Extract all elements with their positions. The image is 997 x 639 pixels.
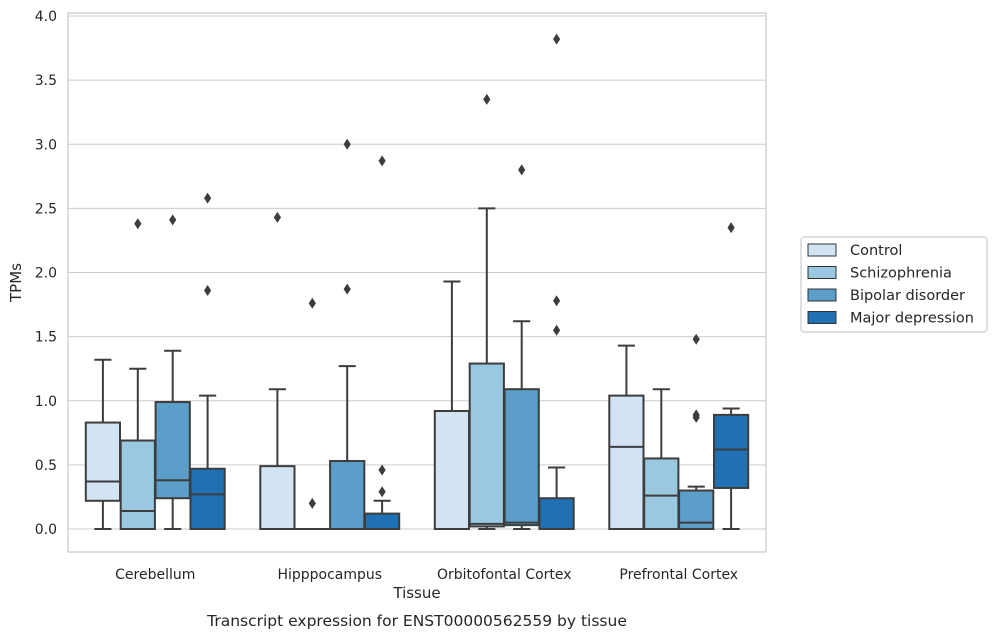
legend-frame (800, 236, 988, 333)
outlier-point (692, 409, 700, 421)
box-control (433, 280, 471, 531)
box-iqr (84, 421, 122, 502)
plot-area: 0.0 0.5 1.0 1.5 2.0 2.5 3.0 3.5 4.0 Cerebellum Hip… (35, 9, 767, 583)
outlier-point (692, 333, 700, 345)
outlier-point (343, 138, 351, 150)
outlier-point (308, 297, 316, 309)
box-major-depression (363, 155, 401, 530)
box-bipolar-disorder (503, 164, 540, 530)
box-iqr (189, 467, 226, 531)
legend-label: Control (850, 243, 902, 259)
y-tick-label: 3.5 (35, 73, 57, 89)
outlier-point (553, 324, 561, 336)
y-tick-label: 2.5 (35, 201, 57, 217)
legend-swatch (807, 288, 837, 302)
box-iqr (643, 457, 680, 530)
box-schizophrenia (643, 388, 680, 530)
box-control (608, 344, 645, 530)
box-schizophrenia (295, 297, 330, 530)
x-tick-label: Hipppocampus (277, 567, 382, 583)
outlier-point (204, 192, 212, 204)
box-control (84, 358, 122, 530)
outlier-point (378, 155, 386, 167)
box-iqr (119, 439, 156, 531)
outlier-point (378, 486, 386, 498)
y-tick-label: 3.0 (35, 137, 57, 153)
outlier-point (378, 464, 386, 476)
outlier-point (204, 284, 212, 296)
y-tick-label: 4.0 (35, 9, 57, 25)
legend: Control Schizophrenia Bipolar disorder Majo… (800, 236, 988, 333)
box-schizophrenia (119, 218, 156, 531)
y-tick-label: 2.0 (35, 266, 57, 282)
y-tick-label: 1.5 (35, 330, 57, 346)
legend-label: Schizophrenia (850, 266, 952, 282)
box-iqr (154, 401, 191, 500)
box-iqr (433, 410, 471, 531)
plot-frame (67, 12, 767, 553)
box-bipolar-disorder (678, 333, 715, 530)
outlier-point (273, 211, 281, 223)
legend-swatch (807, 266, 837, 279)
box-bipolar-disorder (154, 214, 191, 530)
x-tick-label: Cerebellum (115, 567, 195, 583)
legend-label: Bipolar disorder (850, 288, 965, 304)
y-tick-label: 0.5 (35, 458, 57, 474)
box-iqr (712, 413, 750, 489)
box-iqr (538, 497, 575, 531)
box-iqr (468, 362, 505, 528)
outlier-point (169, 214, 177, 226)
box-iqr (329, 460, 366, 530)
y-tick-label: 1.0 (35, 394, 57, 410)
box-major-depression (189, 192, 226, 531)
box-major-depression (538, 33, 575, 531)
outlier-point (483, 93, 491, 105)
box-iqr (259, 465, 296, 530)
y-axis-label: TPMs (7, 263, 25, 303)
x-axis-label: Tissue (392, 584, 440, 602)
outlier-point (134, 218, 142, 230)
outlier-point (343, 283, 351, 295)
x-tick-label: Prefrontal Cortex (619, 567, 738, 583)
outlier-point (727, 222, 735, 234)
box-iqr (608, 394, 645, 530)
x-tick-label: Orbitofontal Cortex (437, 567, 572, 583)
box-control (259, 211, 296, 530)
y-tick-label: 0.0 (35, 522, 57, 538)
chart-caption: Transcript expression for ENST0000056255… (206, 612, 627, 630)
outlier-point (553, 295, 561, 307)
outlier-point (553, 33, 561, 45)
legend-swatch (807, 243, 837, 257)
box-major-depression (712, 222, 750, 530)
outlier-point (308, 497, 316, 509)
outlier-point (518, 164, 526, 176)
legend-swatch (807, 311, 837, 324)
box-bipolar-disorder (329, 138, 366, 530)
box-iqr (363, 512, 401, 530)
box-iqr (503, 388, 540, 527)
legend-label: Major depression (850, 311, 974, 327)
